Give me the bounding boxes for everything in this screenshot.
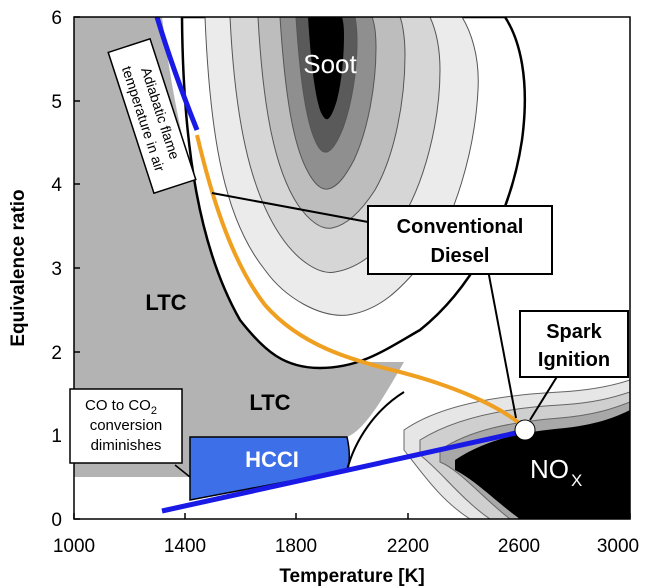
co-label-line2: conversion (90, 417, 163, 434)
nox-label-sub: X (571, 471, 582, 490)
y-tick-label: 2 (51, 343, 62, 364)
spark-ignition-point (514, 419, 536, 441)
hcci-label: HCCI (245, 447, 299, 472)
nox-core (455, 410, 630, 519)
x-axis-title: Temperature [K] (279, 566, 424, 587)
adiabatic-callout: Adiabatic flame temperature in air (107, 37, 197, 195)
y-tick-label: 0 (51, 510, 62, 531)
x-tick-label: 1800 (275, 536, 317, 557)
conventional-diesel-path (195, 134, 527, 430)
nox-label-main: NO (530, 454, 569, 484)
spark-label-line2: Ignition (538, 349, 610, 371)
spark-callout-line (529, 374, 559, 421)
co-conversion-callout (69, 388, 183, 464)
x-tick-label: 3000 (597, 536, 639, 557)
spark-ignition-callout (519, 310, 629, 378)
soot-label: Soot (303, 49, 357, 79)
nox-label: NO X (530, 454, 582, 490)
x-tick-label: 2200 (387, 536, 429, 557)
y-tick-label: 1 (51, 426, 62, 447)
ltc-upper-label: LTC (145, 290, 186, 315)
ltc-lower-label: LTC (249, 390, 290, 415)
x-ticks (73, 513, 631, 519)
adiabatic-flame-line (161, 428, 526, 514)
y-tick-label: 5 (51, 92, 62, 113)
hcci-boundary (346, 391, 405, 471)
conventional-callout-line-1 (211, 192, 369, 223)
conventional-label-line1: Conventional (397, 216, 524, 238)
x-tick-label: 1400 (164, 536, 206, 557)
spark-label-line1: Spark (546, 321, 602, 343)
x-tick-label: 2600 (498, 536, 540, 557)
conventional-label-line2: Diesel (431, 245, 490, 267)
y-axis-title: Equivalence ratio (8, 189, 29, 346)
y-tick-label: 3 (51, 259, 62, 280)
co-label-line1: CO to CO2 (85, 397, 157, 417)
y-tick-label: 6 (51, 8, 62, 29)
adiabatic-flame-line-upper (154, 17, 200, 131)
soot-core (308, 17, 344, 120)
co-label-line1-text: CO to CO (85, 397, 151, 414)
y-tick-label: 4 (51, 175, 62, 196)
x-tick-label: 1000 (53, 536, 95, 557)
co-label-line3: diminishes (91, 437, 162, 454)
conventional-diesel-callout (367, 205, 553, 275)
co-label-line1-subscript: 2 (151, 405, 157, 417)
co-callout-line (174, 464, 191, 478)
conventional-callout-line-2 (487, 269, 517, 419)
